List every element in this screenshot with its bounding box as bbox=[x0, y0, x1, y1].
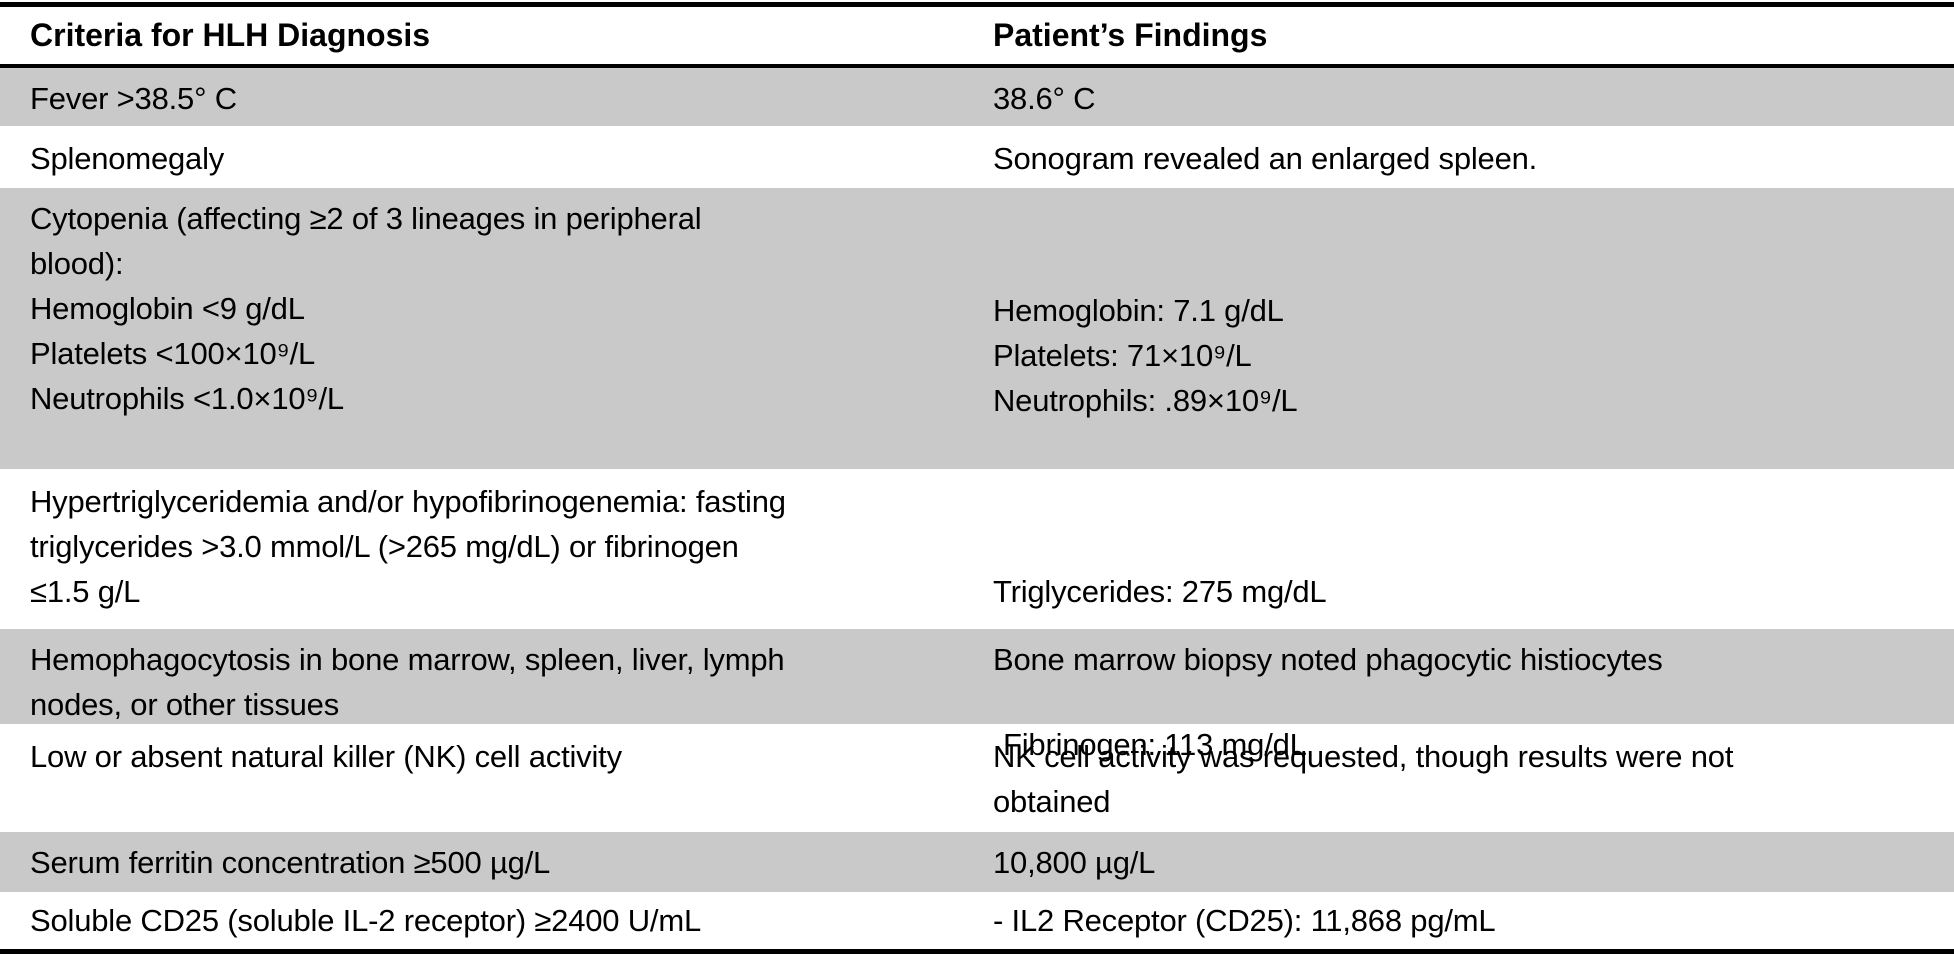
table-row-splenomegaly: Splenomegaly Sonogram revealed an enlarg… bbox=[0, 126, 1954, 188]
findings-cell: Sonogram revealed an enlarged spleen. bbox=[993, 141, 1538, 176]
findings-cell: NK cell activity was requested, though r… bbox=[993, 739, 1734, 819]
findings-cell: 10,800 µg/L bbox=[993, 845, 1156, 880]
criteria-cell: Soluble CD25 (soluble IL-2 receptor) ≥24… bbox=[30, 903, 702, 938]
criteria-cell: Splenomegaly bbox=[30, 141, 225, 176]
table-row-hypertriglyceridemia: Hypertriglyceridemia and/or hypofibrinog… bbox=[0, 469, 1954, 762]
table-row-hemophagocytosis: Hemophagocytosis in bone marrow, spleen,… bbox=[0, 629, 1954, 724]
column-header-findings: Patient’s Findings bbox=[993, 17, 1268, 53]
findings-cell: 38.6° C bbox=[993, 81, 1096, 116]
header-bottom-rule bbox=[0, 64, 1954, 68]
criteria-cell: Serum ferritin concentration ≥500 µg/L bbox=[30, 845, 551, 880]
table-bottom-rule bbox=[0, 949, 1954, 954]
findings-cell: Bone marrow biopsy noted phagocytic hist… bbox=[993, 642, 1663, 677]
header-row: Criteria for HLH Diagnosis Patient’s Fin… bbox=[0, 7, 1954, 64]
findings-cell: Triglycerides: 275 mg/dL Fibrinogen: 113… bbox=[977, 469, 1954, 762]
criteria-cell: Hemophagocytosis in bone marrow, spleen,… bbox=[30, 642, 785, 722]
findings-cell: - IL2 Receptor (CD25): 11,868 pg/mL bbox=[993, 903, 1496, 938]
criteria-cell: Hypertriglyceridemia and/or hypofibrinog… bbox=[30, 484, 786, 609]
table-row-cd25: Soluble CD25 (soluble IL-2 receptor) ≥24… bbox=[0, 892, 1954, 949]
findings-cell: Hemoglobin: 7.1 g/dL Platelets: 71×10⁹/L… bbox=[993, 293, 1298, 418]
criteria-cell: Low or absent natural killer (NK) cell a… bbox=[30, 739, 622, 774]
triglycerides-finding: Triglycerides: 275 mg/dL bbox=[993, 574, 1327, 609]
table-top-rule bbox=[0, 2, 1954, 7]
fibrinogen-finding: Fibrinogen: 113 mg/dL bbox=[1003, 727, 1307, 762]
criteria-cell: Cytopenia (affecting ≥2 of 3 lineages in… bbox=[30, 201, 702, 416]
table-row-fever: Fever >38.5° C 38.6° C bbox=[0, 68, 1954, 126]
criteria-cell: Fever >38.5° C bbox=[30, 81, 237, 116]
table-row-ferritin: Serum ferritin concentration ≥500 µg/L 1… bbox=[0, 832, 1954, 892]
table-row-nk-activity: Low or absent natural killer (NK) cell a… bbox=[0, 724, 1954, 832]
table-row-cytopenia: Cytopenia (affecting ≥2 of 3 lineages in… bbox=[0, 188, 1954, 469]
column-header-criteria: Criteria for HLH Diagnosis bbox=[30, 17, 431, 53]
